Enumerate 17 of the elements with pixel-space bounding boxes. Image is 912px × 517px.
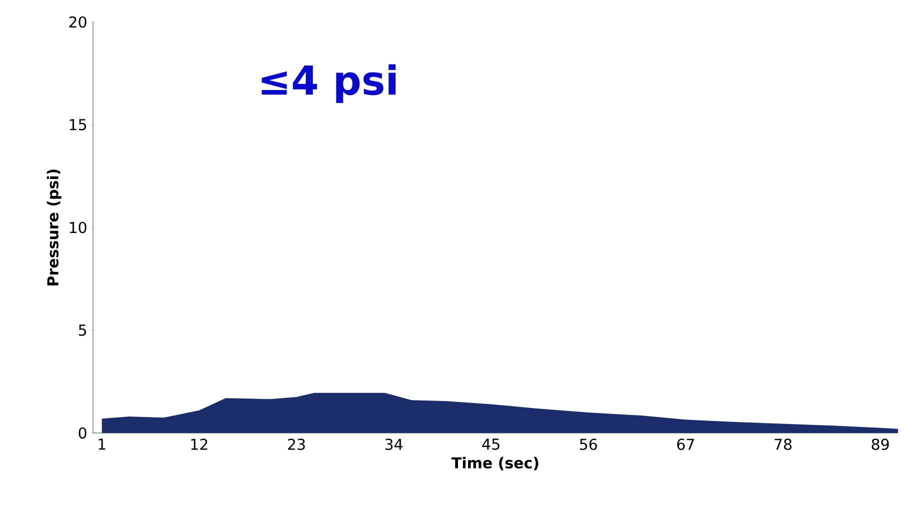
y-tick-label: 15 (70, 119, 86, 130)
x-tick-label: 56 (580, 438, 597, 450)
x-tick-label: 45 (482, 438, 500, 450)
y-tick-label: 10 (70, 222, 86, 234)
y-tick-label: 20 (69, 16, 86, 28)
y-tick-label: 0 (78, 427, 86, 439)
annotation: ≤4 psi (262, 64, 396, 103)
x-tick-label: 23 (288, 438, 305, 450)
y-axis-title: Pressure (psi) (46, 170, 62, 286)
x-tick-label: 67 (677, 438, 694, 450)
x-axis-title: Time (sec) (452, 456, 538, 470)
x-tick-label: 89 (872, 438, 889, 450)
y-tick-label: 5 (78, 324, 86, 336)
x-tick-label: 12 (191, 438, 208, 450)
x-tick-label: 78 (774, 438, 792, 450)
x-tick-label: 1 (98, 438, 106, 450)
x-tick-label: 34 (385, 438, 402, 450)
